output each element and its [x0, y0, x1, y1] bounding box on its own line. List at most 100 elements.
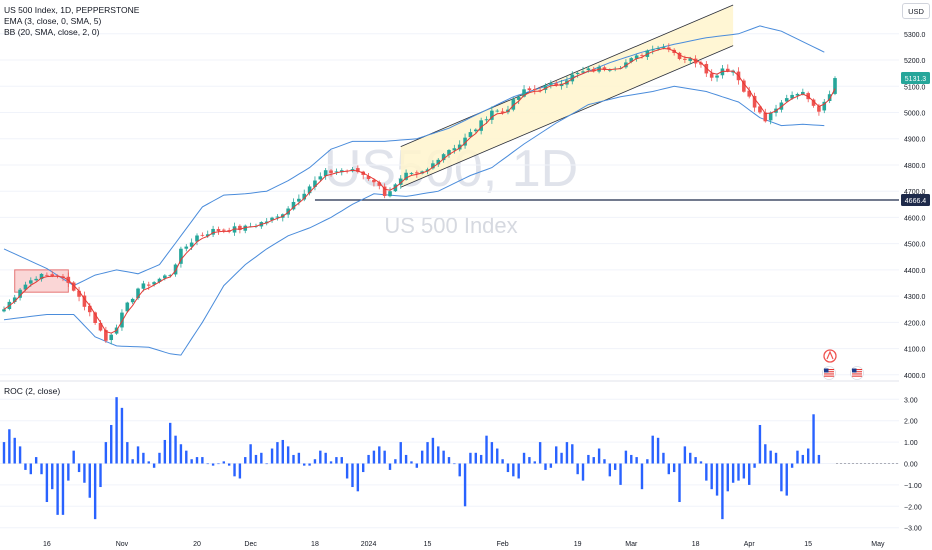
candle[interactable]: [163, 274, 167, 281]
candle[interactable]: [457, 140, 462, 152]
candle[interactable]: [382, 183, 387, 199]
price-pane[interactable]: [0, 4, 899, 380]
candle[interactable]: [329, 169, 333, 177]
candle[interactable]: [146, 281, 151, 290]
candle[interactable]: [624, 59, 628, 69]
candle-body: [275, 216, 280, 218]
candle[interactable]: [811, 98, 816, 108]
candle[interactable]: [833, 76, 837, 96]
candle[interactable]: [452, 144, 457, 154]
candle[interactable]: [275, 214, 280, 221]
candle[interactable]: [82, 291, 87, 311]
candle[interactable]: [264, 218, 269, 226]
candle[interactable]: [650, 45, 655, 55]
candle[interactable]: [634, 54, 639, 62]
candle[interactable]: [667, 43, 671, 53]
roc-legend[interactable]: ROC (2, close): [4, 386, 61, 396]
channel-upper-line[interactable]: [400, 4, 734, 147]
candle[interactable]: [77, 286, 81, 302]
candle-body: [516, 97, 521, 100]
candle-body: [768, 112, 773, 121]
candle[interactable]: [581, 66, 585, 74]
candle[interactable]: [200, 232, 205, 237]
candle[interactable]: [216, 226, 221, 235]
candle[interactable]: [511, 96, 516, 112]
candle[interactable]: [742, 78, 746, 93]
last-price-badge[interactable]: 5131.3: [901, 72, 930, 85]
candle[interactable]: [441, 153, 446, 163]
candle[interactable]: [436, 158, 441, 167]
candle[interactable]: [516, 95, 521, 105]
candle[interactable]: [71, 281, 76, 292]
candle[interactable]: [125, 301, 130, 313]
candle[interactable]: [34, 276, 38, 282]
candle[interactable]: [195, 233, 199, 246]
candle[interactable]: [409, 172, 414, 176]
candle[interactable]: [307, 184, 312, 196]
candle[interactable]: [490, 106, 494, 124]
candle[interactable]: [291, 198, 296, 211]
candle[interactable]: [431, 160, 435, 170]
candle[interactable]: [752, 92, 757, 112]
candle[interactable]: [2, 306, 6, 313]
candle[interactable]: [827, 90, 832, 104]
candle[interactable]: [152, 281, 156, 287]
candle[interactable]: [822, 99, 827, 114]
candle[interactable]: [109, 332, 114, 345]
candle[interactable]: [323, 168, 328, 180]
us-flag-event-icon[interactable]: [850, 366, 864, 380]
candle[interactable]: [602, 65, 607, 72]
us-flag-event-icon[interactable]: [822, 366, 836, 380]
candle[interactable]: [313, 176, 317, 191]
candle[interactable]: [758, 105, 762, 114]
candle[interactable]: [243, 224, 248, 234]
roc-pane[interactable]: [0, 397, 899, 529]
level-price-badge[interactable]: 4666.4: [901, 194, 930, 207]
candle[interactable]: [575, 71, 580, 78]
candle[interactable]: [747, 86, 752, 99]
candle[interactable]: [45, 272, 49, 277]
candle[interactable]: [495, 109, 500, 113]
candle[interactable]: [130, 297, 135, 305]
candle[interactable]: [608, 68, 612, 73]
candle[interactable]: [404, 169, 408, 181]
candle[interactable]: [763, 108, 768, 123]
candle[interactable]: [709, 69, 714, 82]
candle[interactable]: [39, 273, 44, 282]
x-tick-label: 2024: [361, 541, 377, 548]
candle[interactable]: [136, 287, 140, 300]
candle[interactable]: [549, 80, 553, 89]
candle[interactable]: [104, 326, 108, 343]
candle[interactable]: [388, 187, 392, 198]
candle[interactable]: [463, 133, 467, 149]
candle[interactable]: [699, 60, 703, 68]
ema-legend[interactable]: EMA (3, close, 0, SMA, 5): [4, 16, 102, 26]
currency-selector[interactable]: USD: [902, 3, 930, 19]
candle[interactable]: [184, 244, 189, 252]
candle[interactable]: [784, 94, 789, 103]
candle-body: [173, 264, 178, 275]
candle[interactable]: [18, 288, 22, 301]
candle[interactable]: [366, 172, 371, 181]
candle[interactable]: [211, 225, 215, 237]
candle-body: [71, 282, 76, 291]
candle[interactable]: [468, 128, 473, 138]
candle[interactable]: [677, 51, 682, 61]
candle[interactable]: [280, 213, 285, 222]
candle[interactable]: [120, 309, 124, 331]
alert-icon[interactable]: [823, 349, 837, 363]
bb-legend[interactable]: BB (20, SMA, close, 2, 0): [4, 27, 100, 37]
candle[interactable]: [318, 172, 323, 182]
candle[interactable]: [302, 189, 307, 202]
candle[interactable]: [179, 246, 183, 268]
candle[interactable]: [356, 165, 360, 174]
candle[interactable]: [473, 128, 478, 134]
candle[interactable]: [238, 224, 242, 234]
candle[interactable]: [12, 294, 17, 304]
candle[interactable]: [527, 86, 532, 93]
candle[interactable]: [447, 149, 451, 158]
candle[interactable]: [334, 168, 339, 176]
candle[interactable]: [479, 117, 483, 135]
candle[interactable]: [532, 85, 537, 95]
candle[interactable]: [398, 175, 403, 189]
